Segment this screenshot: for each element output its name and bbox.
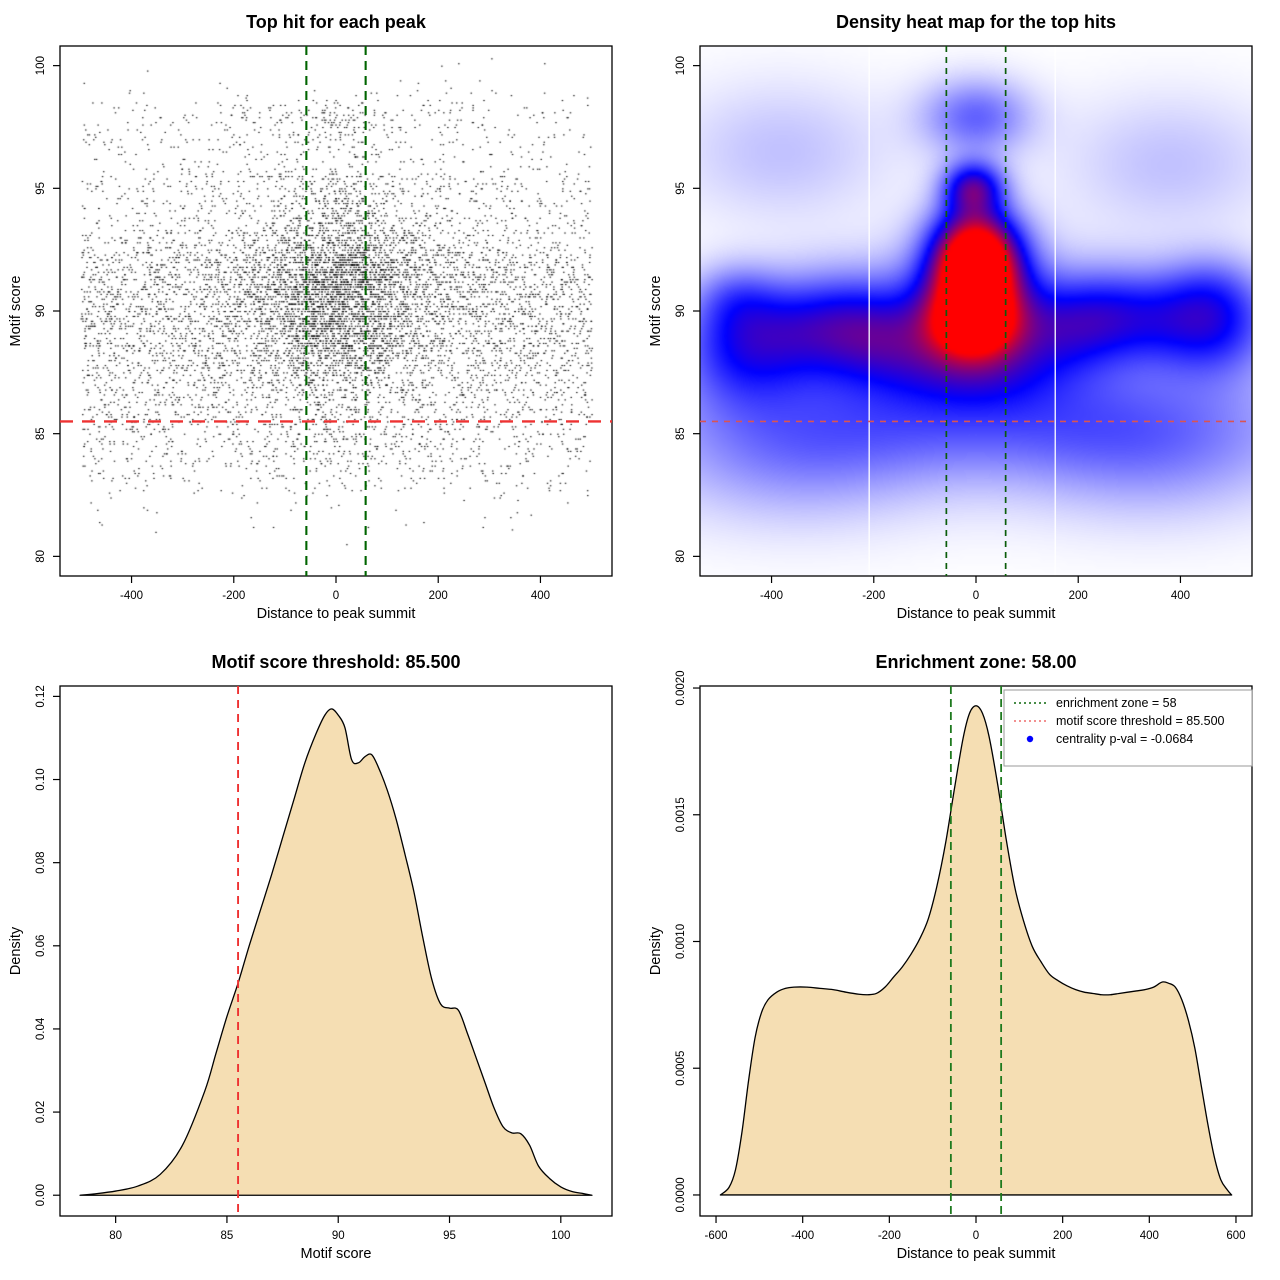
legend: enrichment zone = 58 motif score threshol… [1003, 689, 1253, 767]
x-tick-label: 400 [531, 590, 550, 602]
panel-title: Enrichment zone: 58.00 [875, 652, 1077, 672]
y-tick-label: 95 [35, 182, 47, 195]
heatmap-axes-overlay: -400 -200 0 200 400 80 85 90 95 100 [675, 45, 1253, 602]
x-tick-label: 100 [551, 1230, 570, 1242]
y-tick-label: 0.0015 [675, 797, 687, 832]
y-tick-label: 95 [675, 182, 687, 195]
heatmap-canvas [640, 0, 1280, 640]
y-tick-label: 0.10 [35, 768, 47, 790]
x-tick-label: -400 [791, 1230, 814, 1242]
x-tick-label: 400 [1171, 590, 1190, 602]
x-tick-label: 200 [1053, 1230, 1072, 1242]
distance-density-plot: -600 -400 -200 0 200 400 600 0.0000 0.0005 0.0010… [675, 670, 1253, 1242]
plot-box [59, 685, 613, 1217]
x-axis-label: Distance to peak summit [896, 1246, 1056, 1262]
y-tick-label: 85 [35, 427, 47, 440]
y-tick-label: 0.00 [35, 1184, 47, 1206]
x-tick-label: -600 [705, 1230, 728, 1242]
x-tick-label: -200 [878, 1230, 901, 1242]
legend-item-label: motif score threshold = 85.500 [1056, 714, 1225, 728]
x-axis-label: Motif score [300, 1246, 372, 1262]
y-tick-label: 0.0005 [675, 1051, 687, 1086]
x-tick-label: 200 [429, 590, 448, 602]
plot-box [59, 45, 613, 577]
scatter-axes-overlay: -400 -200 0 200 400 80 85 90 95 100 [35, 45, 613, 602]
panel-top-hit-scatter: Top hit for each peak -400-2000200400808… [0, 0, 640, 640]
x-tick-label: 600 [1226, 1230, 1245, 1242]
y-axis-label: Density [8, 926, 24, 976]
legend-item-label: centrality p-val = -0.0684 [1056, 732, 1193, 746]
y-tick-label: 0.0020 [675, 670, 687, 705]
density-curve [79, 708, 593, 1196]
y-tick-label: 90 [35, 305, 47, 318]
panel-title: Motif score threshold: 85.500 [211, 652, 461, 672]
y-axis-label: Motif score [648, 275, 664, 347]
y-tick-label: 0.12 [35, 685, 47, 707]
x-tick-label: 0 [973, 590, 979, 602]
y-tick-label: 100 [675, 56, 687, 75]
y-tick-label: 0.0010 [675, 924, 687, 959]
x-axis-label: Distance to peak summit [896, 606, 1056, 622]
density-curve [719, 705, 1233, 1196]
scatter-points-canvas [0, 0, 640, 640]
y-tick-label: 90 [675, 305, 687, 318]
x-tick-label: -200 [862, 590, 885, 602]
y-axis-label: Motif score [8, 275, 24, 347]
y-tick-label: 0.08 [35, 851, 47, 873]
x-axis-label: Distance to peak summit [256, 606, 416, 622]
x-tick-label: -400 [760, 590, 783, 602]
y-tick-label: 80 [675, 550, 687, 563]
y-tick-label: 0.06 [35, 935, 47, 957]
y-axis-label: Density [648, 926, 664, 976]
x-tick-label: 0 [973, 1230, 979, 1242]
x-tick-label: 400 [1140, 1230, 1159, 1242]
plot-box [699, 45, 1253, 577]
x-tick-label: 85 [221, 1230, 234, 1242]
legend-item-label: enrichment zone = 58 [1056, 696, 1177, 710]
y-tick-label: 80 [35, 550, 47, 563]
y-tick-label: 100 [35, 56, 47, 75]
panel-distance-density: Enrichment zone: 58.00 -600 -400 -200 0 200 4… [640, 640, 1280, 1280]
y-tick-label: 0.04 [35, 1017, 47, 1040]
x-tick-label: -400 [120, 590, 143, 602]
panel-motif-score-density: Motif score threshold: 85.500 80 85 90 95 10… [0, 640, 640, 1280]
y-tick-label: 0.0000 [675, 1177, 687, 1212]
motif-density-plot: 80 85 90 95 100 0.00 0.02 0.04 0.06 0.08 0.10 0.12 [35, 685, 613, 1242]
x-tick-label: 80 [109, 1230, 122, 1242]
x-tick-label: 95 [443, 1230, 456, 1242]
y-tick-label: 0.02 [35, 1101, 47, 1123]
x-tick-label: 90 [332, 1230, 345, 1242]
x-tick-label: 0 [333, 590, 339, 602]
panel-density-heatmap: Density heat map for the top hits -400-2… [640, 0, 1280, 640]
x-tick-label: -200 [222, 590, 245, 602]
x-tick-label: 200 [1069, 590, 1088, 602]
y-tick-label: 85 [675, 427, 687, 440]
legend-point-sample [1026, 735, 1034, 743]
